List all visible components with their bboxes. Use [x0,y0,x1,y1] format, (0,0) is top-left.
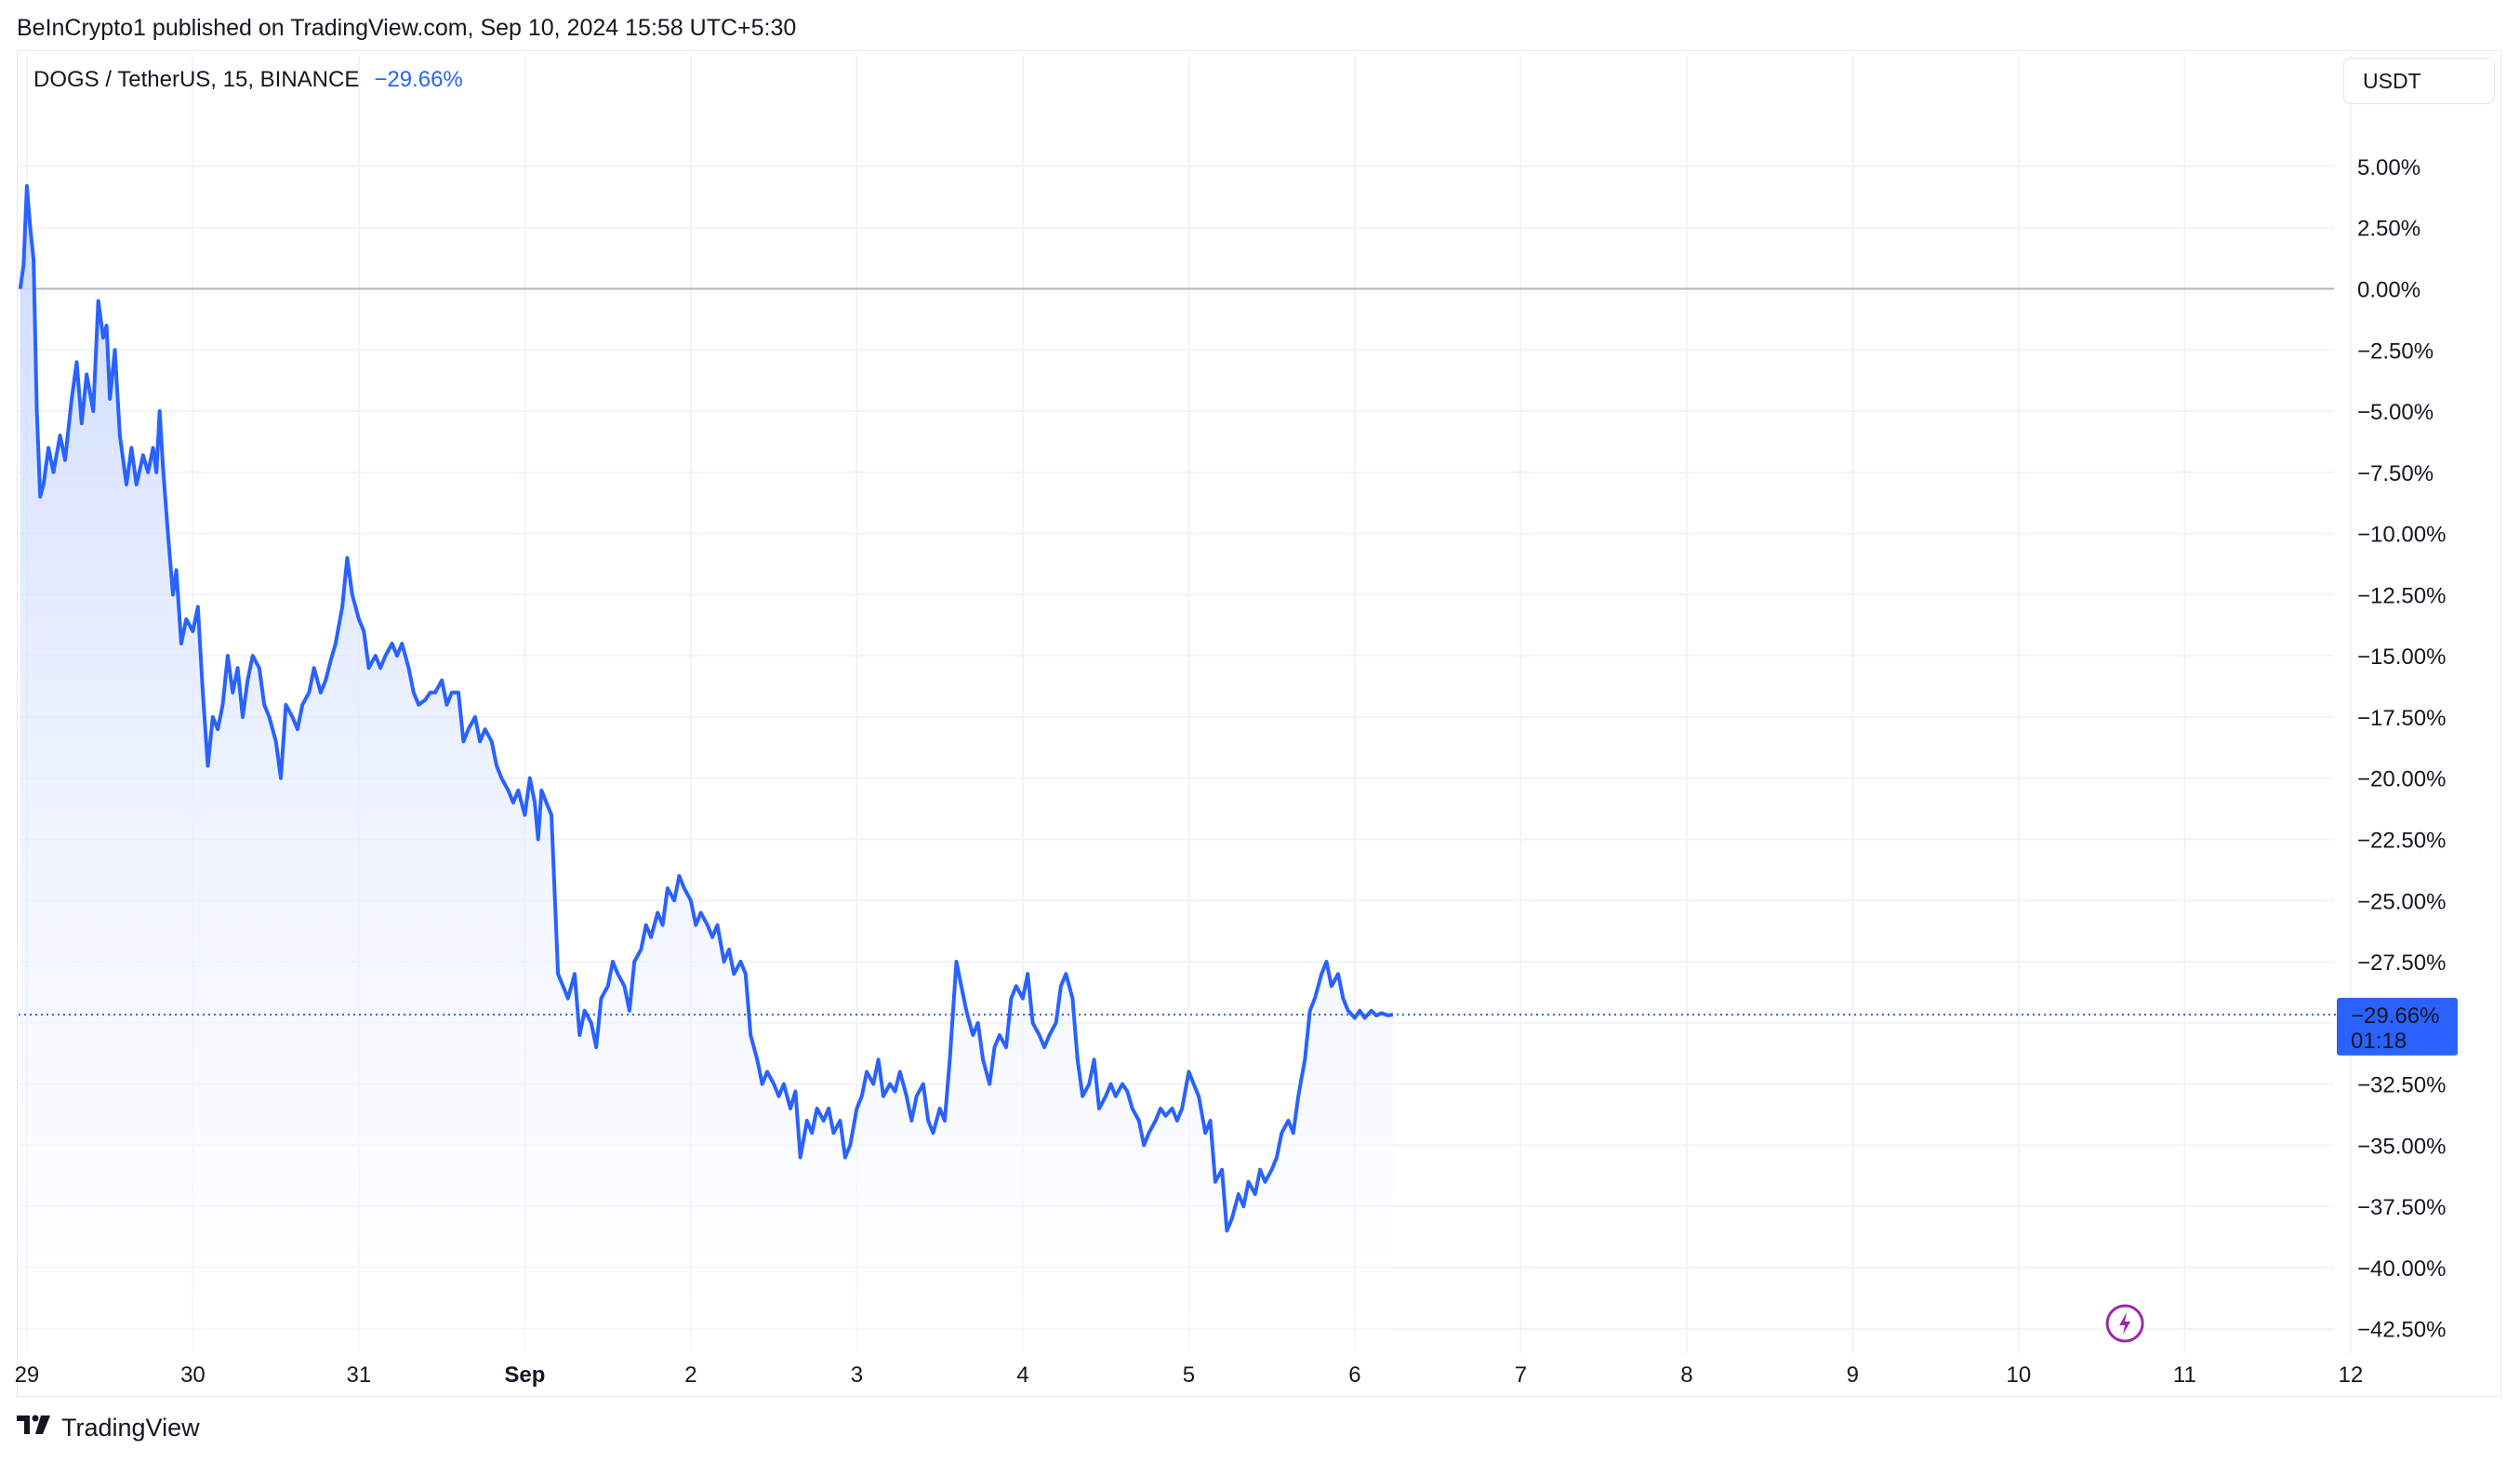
y-tick-label: −25.00% [2357,889,2446,914]
x-tick-label: 9 [1847,1362,1859,1388]
y-tick-label: −15.00% [2357,645,2446,670]
y-tick-label: −12.50% [2357,583,2446,608]
x-tick-label: 12 [2338,1362,2363,1388]
x-tick-label: 6 [1348,1362,1360,1388]
change-percent: −29.66% [374,67,463,92]
y-tick-label: 2.50% [2357,217,2421,242]
x-axis[interactable]: 29 30 31 Sep 2 3 4 5 6 7 8 9 10 11 12 [15,1362,2364,1388]
y-tick-label: −32.50% [2357,1073,2446,1098]
tradingview-logo-icon [17,1414,54,1442]
y-tick-label: −35.00% [2357,1134,2446,1159]
x-tick-label: 5 [1183,1362,1195,1388]
price-line [18,184,1394,1233]
x-tick-label: Sep [504,1362,545,1388]
x-tick-label: 11 [2173,1362,2196,1388]
x-tick-label: 31 [347,1362,372,1388]
price-area [20,186,1393,1353]
y-tick-label: −5.00% [2357,400,2434,425]
brand-name: TradingView [61,1414,200,1442]
x-tick-label: 4 [1016,1362,1028,1388]
currency-label: USDT [2363,68,2421,93]
y-tick-label: −40.00% [2357,1256,2446,1282]
chart-frame [17,50,2501,1397]
y-tick-label: −37.50% [2357,1195,2446,1220]
y-tick-label: −10.00% [2357,523,2446,548]
last-price-countdown: 01:18 [2351,1029,2407,1054]
last-price-label: −29.66% 01:18 [2337,997,2458,1056]
publisher-line: BeInCrypto1 published on TradingView.com… [17,15,797,41]
currency-button[interactable]: USDT [2343,58,2495,104]
y-tick-label: 0.00% [2357,277,2421,302]
symbol-legend[interactable]: DOGS / TetherUS, 15, BINANCE −29.66% [33,67,463,93]
y-tick-label: −22.50% [2357,828,2446,853]
symbol-label: DOGS / TetherUS, 15, BINANCE [33,67,360,92]
x-tick-label: 30 [180,1362,206,1388]
x-tick-label: 3 [851,1362,863,1388]
y-tick-label: −42.50% [2357,1318,2446,1343]
last-price-value: −29.66% [2351,1003,2439,1029]
y-tick-label: −2.50% [2357,339,2434,364]
y-tick-label: −7.50% [2357,461,2434,486]
y-tick-label: −27.50% [2357,950,2446,976]
x-tick-label: 29 [15,1362,40,1388]
x-tick-label: 7 [1515,1362,1527,1388]
y-tick-label: −20.00% [2357,767,2446,792]
lightning-icon[interactable] [2105,1304,2144,1343]
x-tick-label: 8 [1680,1362,1692,1388]
x-tick-label: 10 [2007,1362,2032,1388]
y-tick-label: −17.50% [2357,706,2446,731]
y-axis[interactable]: 5.00% 2.50% 0.00% −2.50% −5.00% −7.50% −10.00%… [2357,155,2446,1343]
y-tick-label: 5.00% [2357,155,2421,180]
x-tick-label: 2 [684,1362,696,1388]
tradingview-brand[interactable]: TradingView [17,1414,200,1442]
